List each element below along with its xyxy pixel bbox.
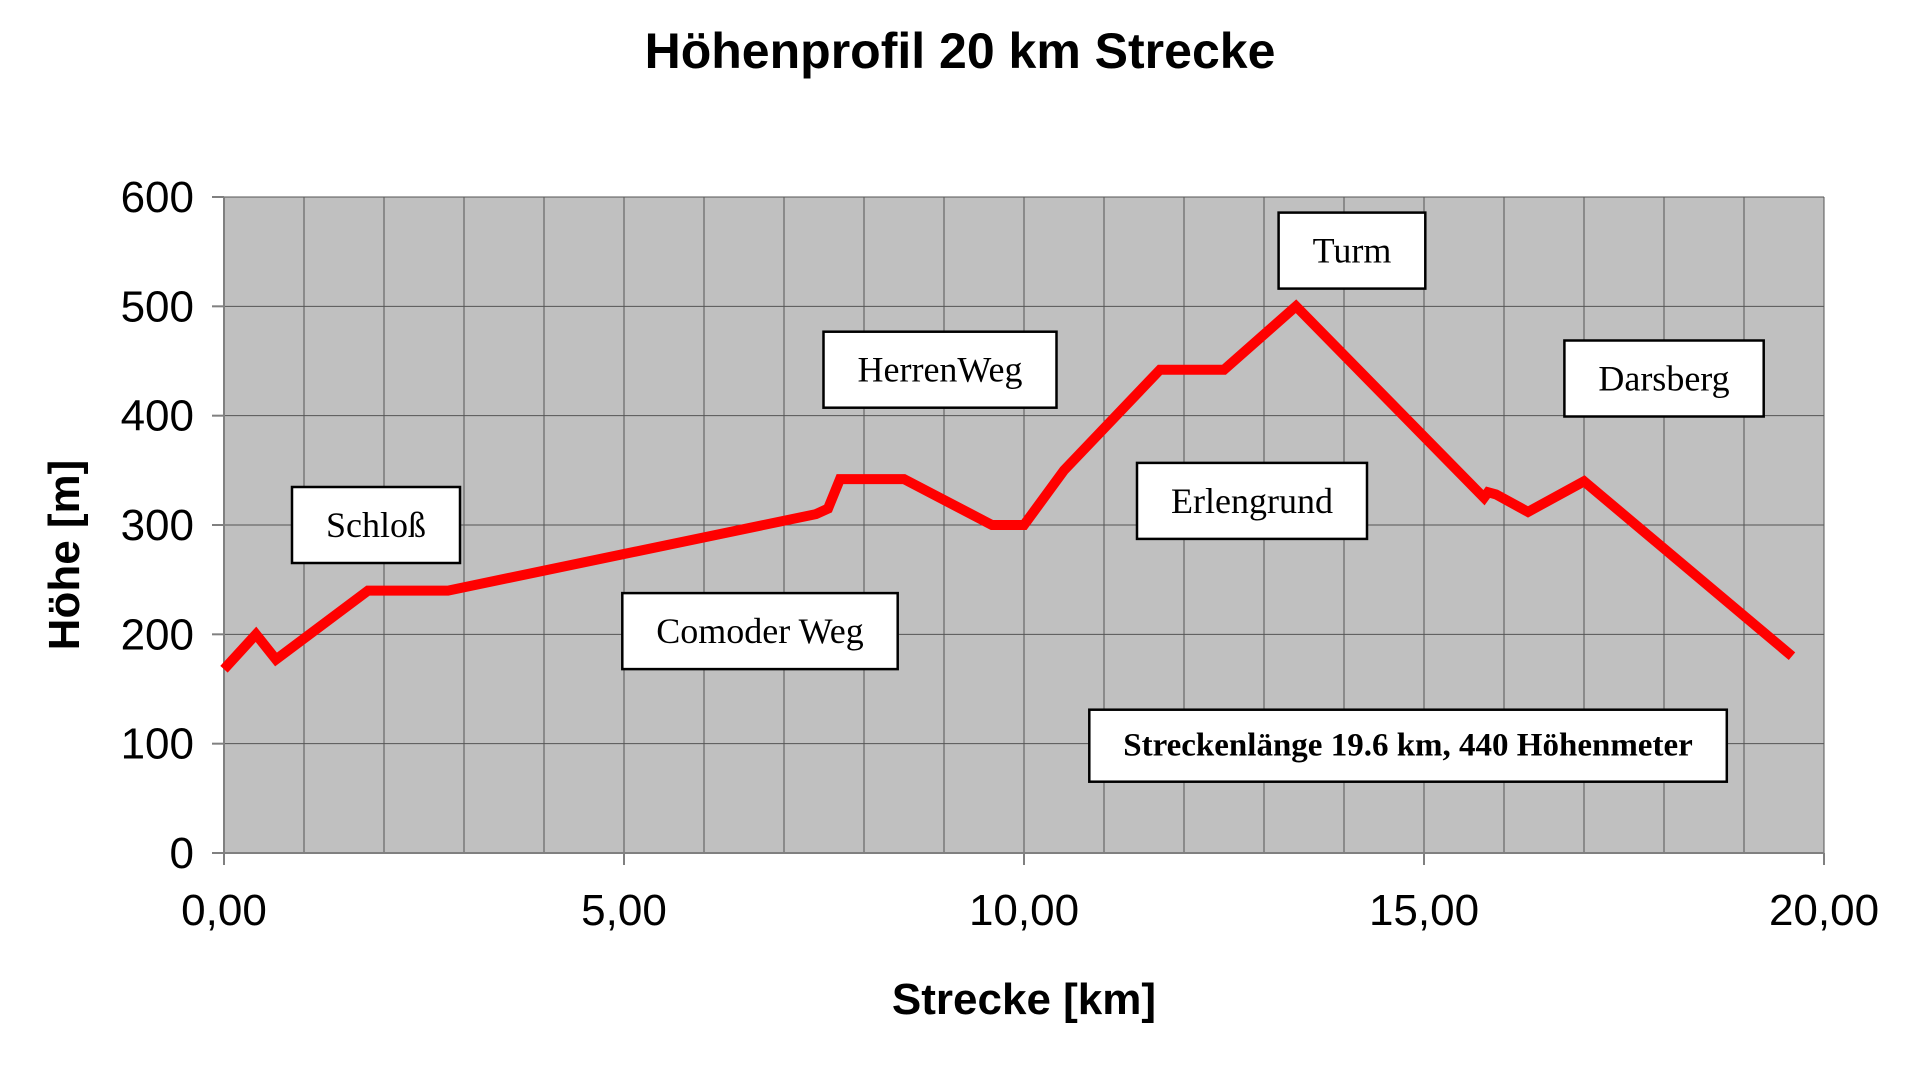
annotation-border (822, 330, 1058, 409)
axes (212, 196, 1825, 865)
x-tick-label: 10,00 (969, 886, 1079, 935)
elevation-line (220, 299, 1796, 673)
annotation-label: Comoder Weg (656, 611, 863, 651)
annotation-box: Turm (1277, 211, 1427, 290)
annotation-label: Erlengrund (1171, 481, 1333, 521)
annotation-box: HerrenWeg (822, 330, 1058, 409)
series-group (220, 299, 1796, 673)
annotation-label: Streckenlänge 19.6 km, 440 Höhenmeter (1123, 728, 1693, 764)
x-tick-label: 15,00 (1369, 886, 1479, 935)
annotation-border (290, 485, 462, 565)
annotation-border (621, 591, 899, 671)
y-tick-label: 300 (121, 501, 194, 550)
x-tick-labels: 0,00 5,00 10,00 15,00 20,00 (181, 886, 1879, 935)
y-tick-label: 200 (121, 610, 194, 659)
annotation-box: Schloß (290, 485, 462, 565)
annotation-label: Schloß (326, 505, 426, 545)
y-tick-label: 100 (121, 720, 194, 769)
annotation-label: HerrenWeg (857, 350, 1022, 390)
annotation-label: Turm (1313, 231, 1392, 271)
x-tick-label: 5,00 (581, 886, 667, 935)
annotation-border (1563, 339, 1765, 418)
y-tick-label: 500 (121, 282, 194, 331)
annotation-border (1277, 211, 1427, 290)
y-axis-label: Höhe [m] (40, 459, 89, 651)
y-tick-label: 600 (121, 173, 194, 222)
annotation-border (1135, 461, 1369, 541)
chart-title: Höhenprofil 20 km Strecke (644, 23, 1276, 79)
x-tick-label: 0,00 (181, 886, 267, 935)
annotation-label: Darsberg (1598, 358, 1729, 398)
annotation-border (1088, 708, 1729, 783)
annotations-group: Schloß Comoder Weg HerrenWeg Erlengrund Turm… (290, 211, 1765, 783)
annotation-box: Streckenlänge 19.6 km, 440 Höhenmeter (1088, 708, 1729, 783)
x-tick-label: 20,00 (1769, 886, 1879, 935)
annotation-box: Erlengrund (1135, 461, 1369, 541)
x-axis-label: Strecke [km] (891, 975, 1157, 1024)
annotation-box: Comoder Weg (621, 591, 899, 671)
y-tick-labels: 0 100 200 300 400 500 600 (121, 173, 194, 878)
y-tick-label: 0 (170, 829, 194, 878)
annotation-box: Darsberg (1563, 339, 1765, 418)
y-tick-label: 400 (121, 392, 194, 441)
